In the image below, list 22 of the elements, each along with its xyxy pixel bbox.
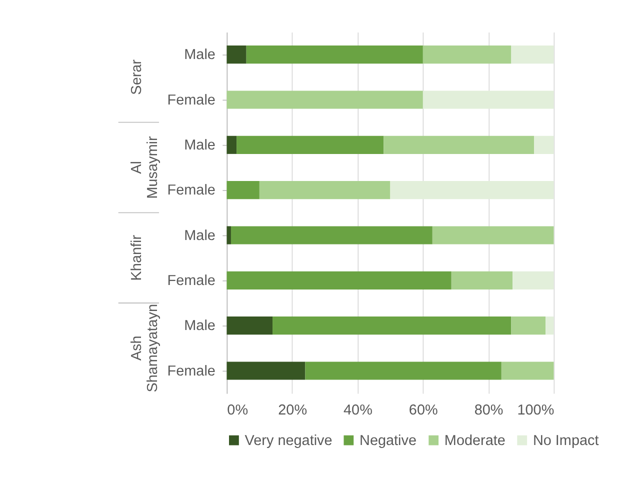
text: Serar	[128, 59, 145, 95]
y-tick-label: Male	[184, 228, 216, 244]
text: Al Musaymir	[128, 136, 162, 199]
y-tick-label: Female	[167, 92, 216, 108]
y-tick-label: Male	[184, 137, 216, 154]
y-tick-label: Female	[167, 363, 216, 380]
y-tick-label: Male	[184, 318, 216, 334]
legend-label: No Impact	[532, 432, 599, 449]
x-tick-label: 0%	[227, 402, 248, 419]
text: Ash Shamayatayn	[128, 304, 162, 392]
text: Khanfir	[128, 234, 145, 281]
x-tick-label: 40%	[344, 402, 373, 419]
y-tick-label: Male	[184, 47, 216, 64]
legend-label: Very negative	[244, 432, 332, 449]
x-tick-label: 20%	[278, 402, 308, 419]
x-tick-label: 60%	[408, 402, 438, 419]
legend-label: Negative	[360, 432, 417, 449]
y-tick-label: Female	[167, 272, 216, 289]
x-tick-label: 80%	[474, 402, 504, 419]
y-tick-label: Female	[167, 182, 216, 199]
legend-label: Moderate	[444, 432, 506, 449]
x-tick-label: 100%	[517, 402, 554, 419]
